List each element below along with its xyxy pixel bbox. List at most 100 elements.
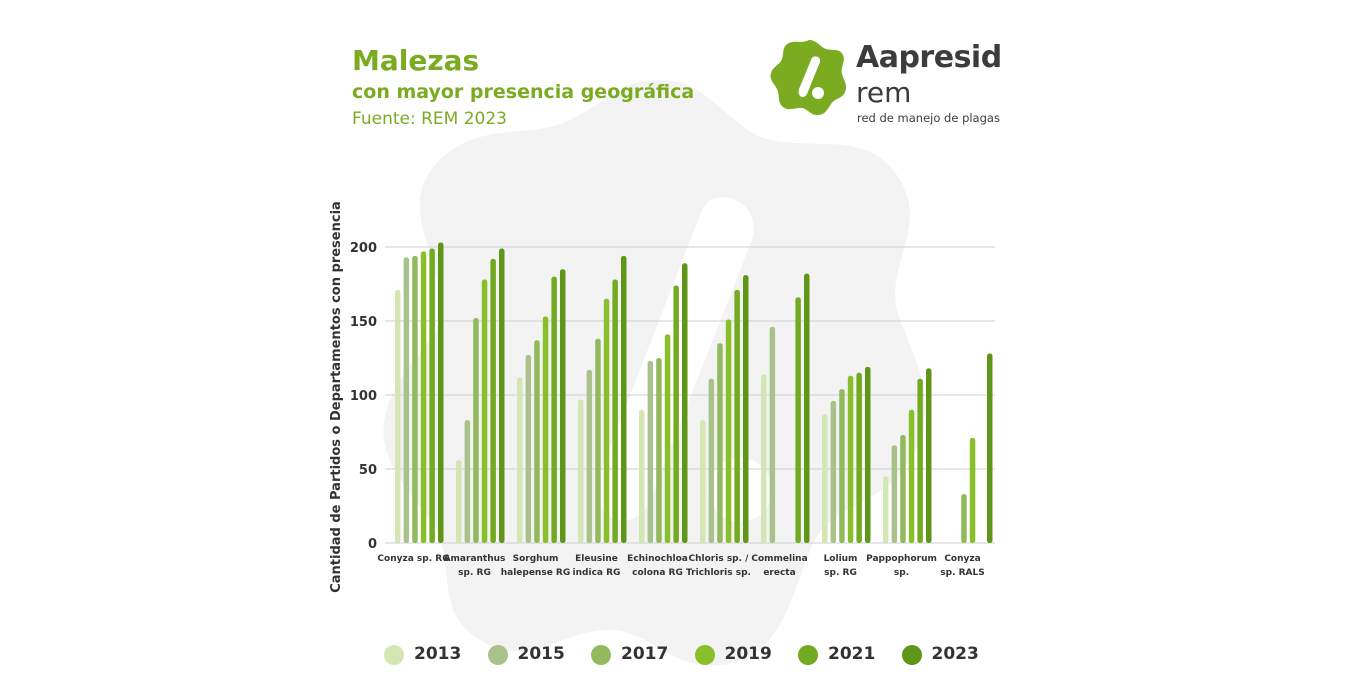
bar-2021 (734, 289, 740, 543)
bar-2021 (795, 297, 801, 543)
bar-2017 (412, 255, 418, 543)
chart-source: Fuente: REM 2023 (352, 109, 508, 129)
bar-2021 (673, 285, 679, 543)
y-tick-labels: 0 50 100 150 200 (350, 241, 377, 552)
bar-2019 (420, 251, 427, 543)
bar-2019 (908, 409, 915, 543)
bar-2017 (839, 389, 845, 543)
y-tick-label: 0 (368, 537, 377, 552)
legend-item-2015: 2015 (487, 642, 578, 670)
chart-title: Malezas (352, 44, 480, 77)
x-tick-label: colona RG (632, 568, 683, 578)
bar-2023 (926, 368, 932, 543)
legend-label: 2013 (414, 644, 462, 664)
bar-2017 (595, 338, 601, 543)
legend-item-2021: 2021 (798, 642, 888, 670)
bar-2021 (917, 378, 923, 543)
bar-2019 (603, 298, 610, 543)
bar-2023 (438, 242, 444, 543)
legend-swatch (798, 645, 818, 665)
bar-2013 (883, 476, 889, 543)
bar-2019 (542, 316, 549, 543)
bar-2023 (621, 255, 627, 543)
x-tick-label: sp. RALS (940, 568, 984, 578)
y-tick-label: 50 (359, 463, 377, 478)
bar-2019 (664, 334, 671, 543)
bar-2013 (700, 420, 706, 543)
chart-subtitle: con mayor presencia geográfica (352, 81, 695, 103)
x-tick-label: Trichloris sp. (686, 568, 751, 578)
x-tick-label: halepense RG (501, 568, 571, 578)
bar-2017 (656, 358, 662, 543)
x-tick-label: Chloris sp. / (689, 554, 750, 564)
x-tick-label: sp. RG (458, 568, 491, 578)
bar-2013 (822, 414, 828, 543)
legend-label: 2017 (621, 644, 669, 664)
chart-header: Malezas con mayor presencia geográfica F… (352, 44, 694, 132)
legend-label: 2015 (517, 644, 565, 664)
bar-2015 (525, 355, 532, 543)
legend-swatch (384, 645, 404, 665)
bar-2015 (830, 400, 837, 543)
y-tick-label: 100 (350, 389, 377, 404)
legend-label: 2021 (828, 644, 876, 664)
brand-sub: rem (856, 76, 912, 109)
x-tick-label: Sorghum (513, 554, 559, 564)
legend-item-2023: 2023 (901, 642, 992, 670)
bar-2017 (717, 343, 723, 543)
bar-2013 (517, 377, 523, 543)
bar-2021 (490, 258, 496, 543)
bar-2017 (961, 494, 967, 543)
bar-2013 (639, 409, 645, 543)
bar-2023 (987, 353, 993, 543)
bar-2023 (560, 269, 566, 543)
bar-2015 (891, 445, 898, 543)
bar-2013 (761, 374, 767, 543)
bar-2023 (743, 275, 749, 543)
bar-2015 (769, 326, 776, 543)
bar-2017 (900, 434, 906, 543)
x-tick-label: indica RG (573, 568, 621, 578)
x-tick-label: Conyza (944, 554, 980, 564)
legend-item-2017: 2017 (591, 642, 681, 670)
aapresid-logo-icon (770, 40, 847, 115)
x-tick-label: Lolium (824, 554, 858, 564)
bar-2019 (481, 279, 488, 543)
bar-2015 (464, 420, 471, 543)
x-tick-label: erecta (763, 568, 795, 578)
x-tick-label: Echinochloa (627, 554, 688, 564)
legend-swatch (694, 645, 715, 665)
legend-item-2013: 2013 (384, 642, 474, 670)
legend-swatch (901, 645, 922, 665)
brand-tagline: red de manejo de plagas (857, 111, 1000, 125)
legend-item-2019: 2019 (694, 642, 785, 670)
bar-2015 (403, 257, 410, 543)
bar-2015 (586, 369, 593, 543)
x-tick-label: Eleusine (575, 554, 618, 564)
bar-2021 (551, 276, 557, 543)
bar-2021 (429, 248, 435, 544)
bar-2021 (856, 372, 862, 543)
x-tick-label: Amaranthus (444, 554, 506, 564)
bar-2015 (708, 378, 715, 543)
x-tick-label: Pappophorum (866, 554, 937, 564)
y-tick-label: 200 (350, 241, 377, 256)
x-tick-label: sp. (894, 568, 909, 578)
bar-2013 (395, 289, 401, 543)
x-tick-label: Conyza sp. RG (377, 554, 449, 564)
x-tick-label: sp. RG (824, 568, 857, 578)
y-tick-label: 150 (350, 315, 377, 330)
legend-label: 2019 (724, 644, 772, 664)
bar-2023 (682, 263, 688, 543)
legend-swatch (591, 645, 611, 665)
bar-2013 (578, 399, 584, 543)
bars-layer (395, 242, 993, 544)
bar-2019 (847, 375, 854, 543)
bar-2019 (725, 319, 732, 543)
bar-2023 (804, 273, 810, 543)
bar-2023 (865, 366, 871, 543)
y-axis-label: Cantidad de Partidos o Departamentos con… (329, 201, 344, 593)
bar-2023 (499, 248, 505, 544)
